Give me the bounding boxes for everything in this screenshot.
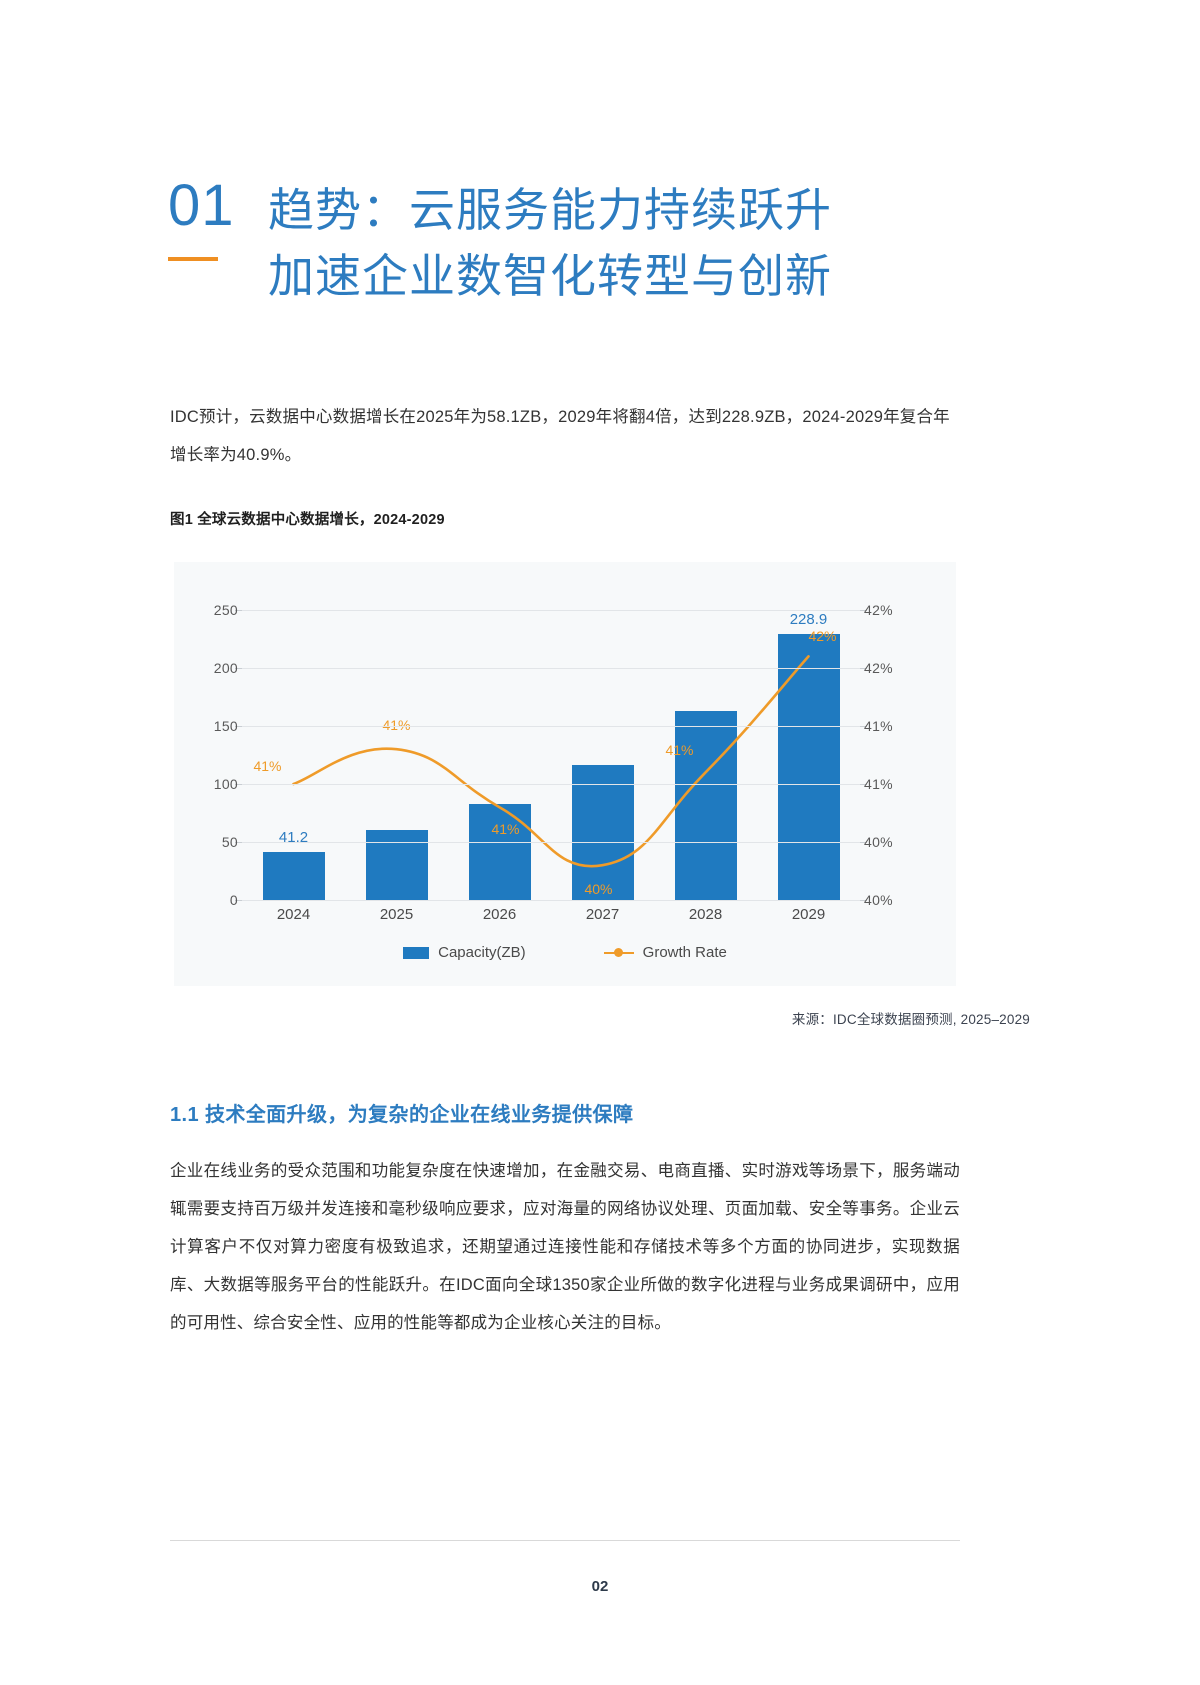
figure-caption: 图1 全球云数据中心数据增长，2024-2029: [170, 512, 445, 528]
x-axis-label: 2027: [585, 906, 620, 923]
y2-axis-tick: [860, 610, 867, 611]
y-axis-tick: [235, 668, 242, 669]
page-number: 02: [591, 1578, 609, 1595]
y-axis-label: 0: [229, 892, 238, 908]
y2-axis-label: 42%: [864, 660, 893, 676]
x-axis-label: 2025: [379, 906, 414, 923]
figure-source: 来源：IDC全球数据圈预测, 2025–2029: [791, 1012, 1030, 1027]
chart-gridline: [242, 726, 860, 727]
y2-axis-tick: [860, 900, 867, 901]
growth-rate-point-label: 42%: [808, 628, 837, 645]
chart-gridline: [242, 610, 860, 611]
chart-bar: [468, 803, 531, 900]
chart-gridline: [242, 842, 860, 843]
y-axis-label: 250: [213, 602, 238, 618]
chapter-title-line-2: 加速企业数智化转型与创新: [268, 250, 832, 302]
chapter-title: 趋势：云服务能力持续跃升 加速企业数智化转型与创新: [268, 175, 832, 309]
chart-bar: [262, 852, 325, 900]
x-axis-label: 2029: [791, 906, 826, 923]
growth-rate-point-label: 41%: [382, 717, 411, 734]
chapter-accent-rule: [168, 257, 218, 261]
y2-axis-tick: [860, 726, 867, 727]
intro-paragraph: IDC预计，云数据中心数据增长在2025年为58.1ZB，2029年将翻4倍，达…: [170, 408, 950, 464]
chart-bar: [365, 830, 428, 900]
section-body-text: 企业在线业务的受众范围和功能复杂度在快速增加，在金融交易、电商直播、实时游戏等场…: [170, 1162, 960, 1332]
x-axis-label: 2026: [482, 906, 517, 923]
chart-legend: Capacity(ZB) Growth Rate: [174, 944, 956, 961]
legend-item[interactable]: Growth Rate: [603, 944, 727, 961]
bar-series: 41.2 228.9: [242, 610, 860, 900]
footer-divider: [170, 1540, 960, 1541]
x-axis-label: 2024: [276, 906, 311, 923]
y2-axis-tick: [860, 668, 867, 669]
bar-value-label: 228.9: [789, 611, 828, 629]
y-axis-tick: [235, 842, 242, 843]
y-axis-tick: [235, 726, 242, 727]
bar-slot: [448, 610, 551, 900]
x-axis-labels: 2024 2025 2026 2027 2028 2029: [242, 906, 860, 923]
chart-gridline: [242, 668, 860, 669]
chart-gridline: [242, 784, 860, 785]
section-heading: 1.1 技术全面升级，为复杂的企业在线业务提供保障: [170, 1104, 634, 1126]
y-axis-tick: [235, 610, 242, 611]
chapter-number: 01: [168, 173, 235, 238]
chapter-title-line-1: 趋势：云服务能力持续跃升: [268, 184, 832, 236]
bar-slot: [345, 610, 448, 900]
y2-axis-label: 41%: [864, 718, 893, 734]
legend-bar-swatch-icon: [403, 946, 430, 959]
chapter-header: 01 趋势：云服务能力持续跃升 加速企业数智化转型与创新: [168, 175, 832, 309]
growth-rate-point-label: 41%: [491, 821, 520, 838]
chart-plot-area: 41.2 228.9 41% 41% 41% 40% 41% 42% 2024 2025 202…: [174, 562, 956, 986]
y2-axis-label: 40%: [864, 834, 893, 850]
bar-slot: 228.9: [757, 610, 860, 900]
y2-axis-tick: [860, 784, 867, 785]
x-axis-label: 2028: [688, 906, 723, 923]
growth-rate-point-label: 40%: [584, 881, 613, 898]
bar-value-label: 41.2: [278, 829, 309, 847]
y2-axis-label: 41%: [864, 776, 893, 792]
y-axis-label: 150: [213, 718, 238, 734]
y2-axis-label: 42%: [864, 602, 893, 618]
chart-gridline: [242, 900, 860, 901]
chart-bar: [571, 765, 634, 900]
bar-slot: [551, 610, 654, 900]
y2-axis-tick: [860, 842, 867, 843]
legend-item[interactable]: Capacity(ZB): [403, 944, 526, 961]
chart-series-area: 41.2 228.9 41% 41% 41% 40% 41% 42%: [242, 610, 860, 900]
bar-slot: 41.2: [242, 610, 345, 900]
y-axis-label: 50: [221, 834, 238, 850]
chapter-number-column: 01: [168, 175, 260, 261]
y-axis-tick: [235, 900, 242, 901]
y2-axis-label: 40%: [864, 892, 893, 908]
chart-bar: [777, 634, 840, 900]
y-axis-label: 100: [213, 776, 238, 792]
chart-bar: [674, 710, 737, 900]
growth-rate-point-label: 41%: [665, 742, 694, 759]
legend-label: Growth Rate: [642, 944, 727, 961]
y-axis-tick: [235, 784, 242, 785]
legend-label: Capacity(ZB): [438, 944, 526, 961]
figure-1-chart: 41.2 228.9 41% 41% 41% 40% 41% 42% 2024 2025 202…: [174, 562, 956, 986]
legend-line-swatch-icon: [603, 947, 634, 959]
y-axis-label: 200: [213, 660, 238, 676]
growth-rate-point-label: 41%: [253, 758, 282, 774]
